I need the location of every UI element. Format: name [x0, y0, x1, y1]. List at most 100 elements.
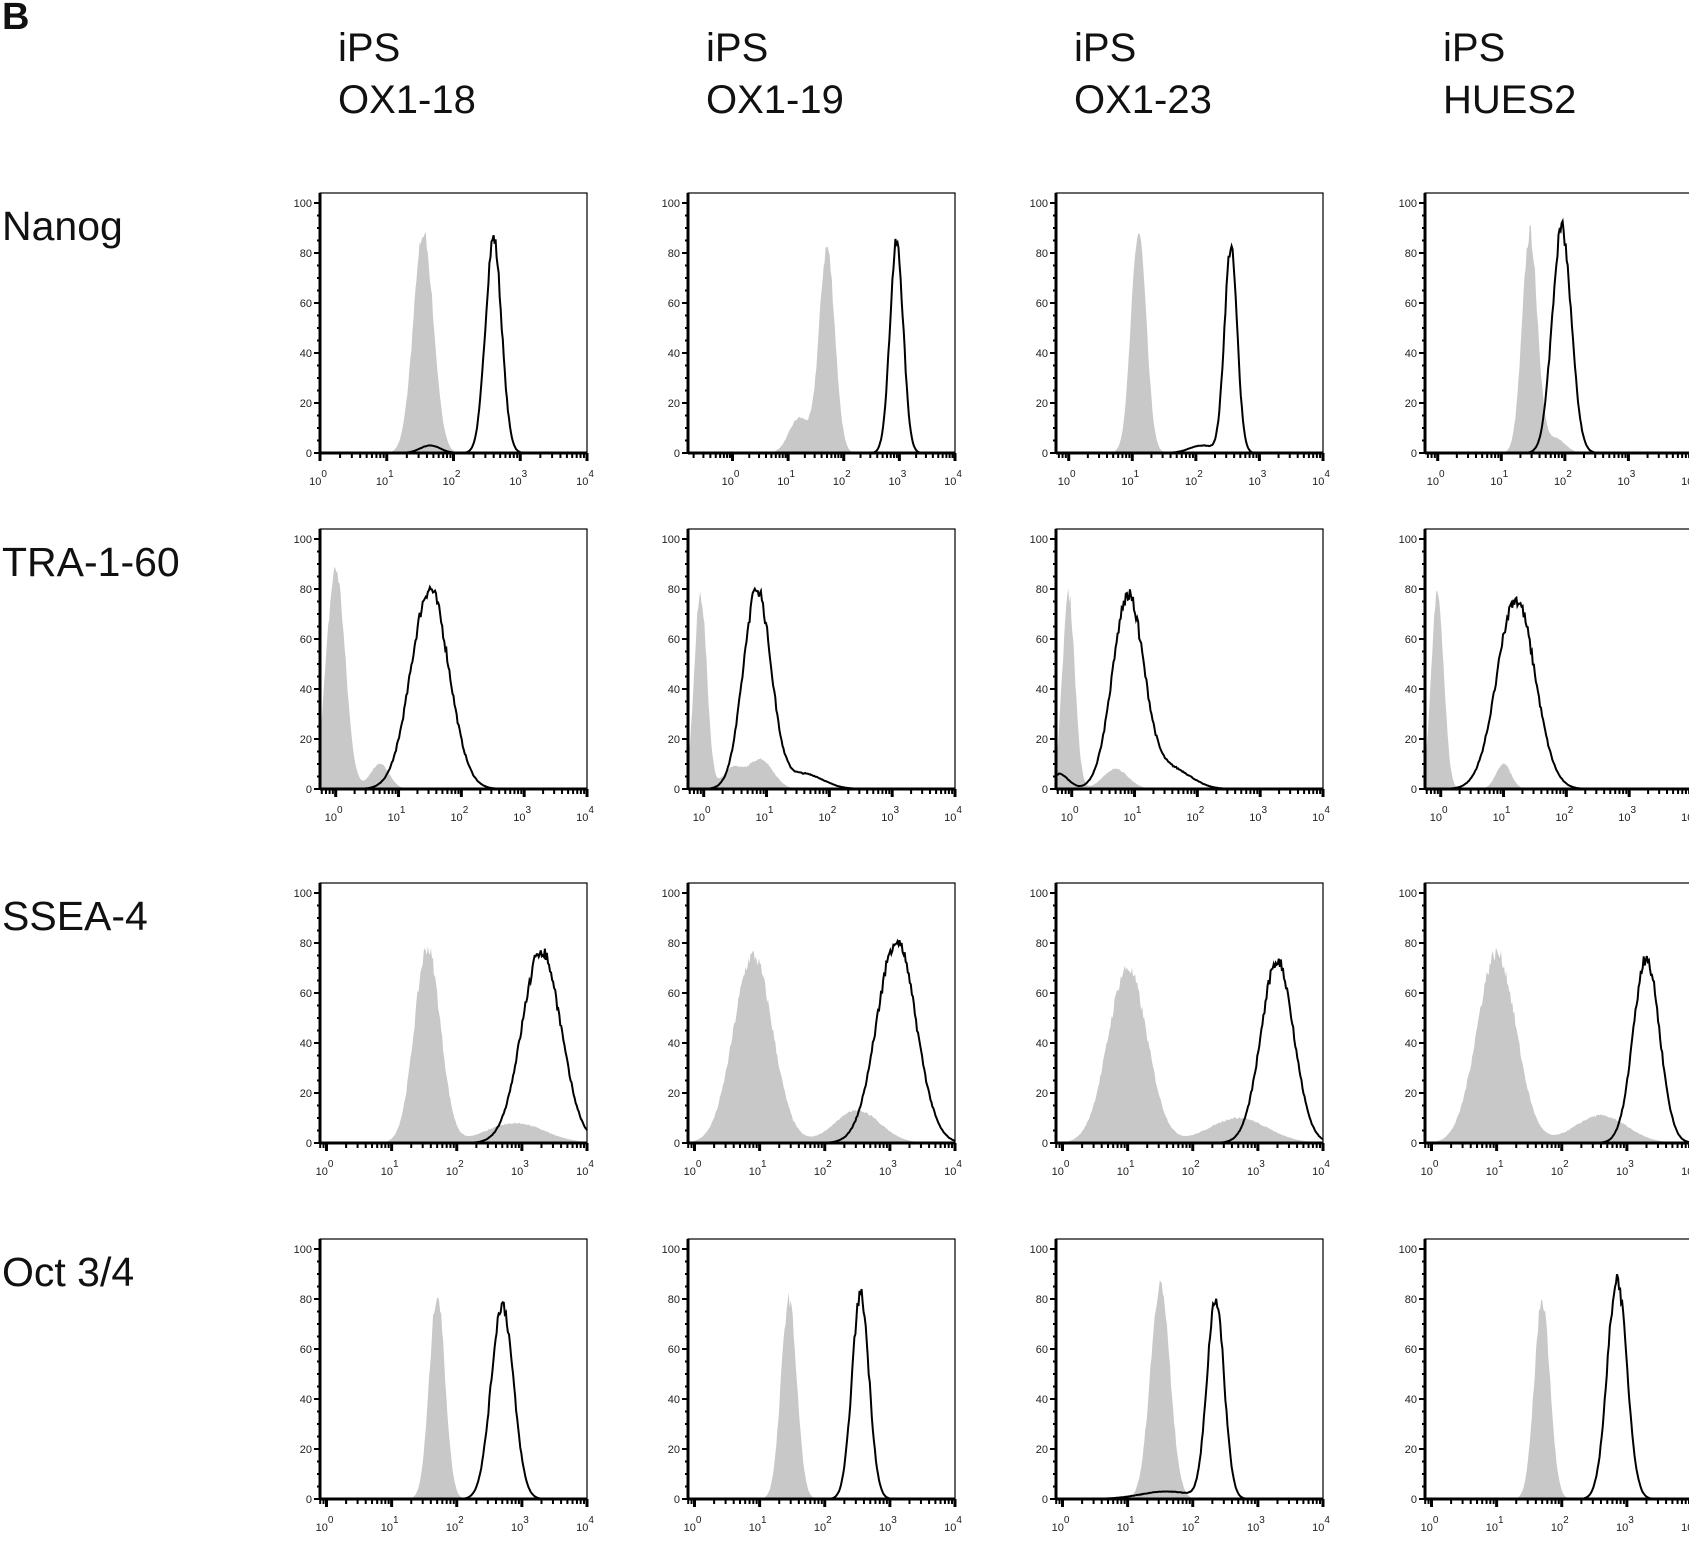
y-tick-label: 80	[668, 584, 680, 596]
y-tick-label: 80	[300, 938, 312, 950]
x-tick-label: 101	[376, 469, 394, 488]
y-tick-label: 100	[662, 1244, 680, 1256]
y-tick-label: 20	[300, 734, 312, 746]
histogram-panel: 0 20 40 60 80 100 100 101 102 103 104	[1030, 528, 1330, 824]
y-tick-label: 100	[662, 888, 680, 900]
column-header: iPS OX1-18	[338, 22, 476, 126]
x-tick-label: 104	[1312, 469, 1330, 488]
row-label-marker: Oct 3/4	[2, 1249, 135, 1295]
y-tick-label: 20	[300, 1444, 312, 1456]
x-tick-label: 101	[381, 1515, 399, 1534]
y-tick-label: 100	[1030, 534, 1048, 546]
x-tick-label: 101	[1486, 1515, 1504, 1534]
cell-line-name: HUES2	[1443, 78, 1577, 122]
x-tick-label: 101	[1121, 469, 1139, 488]
isotype-histogram	[688, 951, 955, 1143]
plot-frame	[1055, 528, 1324, 790]
y-tick-label: 80	[668, 938, 680, 950]
histogram-panel: 0 20 40 60 80 100 100 101 102 103 104	[1399, 528, 1689, 824]
x-tick-label: 100	[1421, 1159, 1439, 1178]
plot-frame	[319, 528, 588, 790]
y-tick-label: 0	[674, 1138, 680, 1150]
x-tick-label: 104	[944, 1159, 962, 1178]
y-tick-label: 20	[1036, 1088, 1048, 1100]
y-tick-label: 20	[300, 1088, 312, 1100]
y-tick-label: 80	[1036, 584, 1048, 596]
x-tick-label: 104	[1681, 805, 1689, 824]
x-tick-label: 101	[381, 1159, 399, 1178]
x-tick-label: 103	[1249, 805, 1267, 824]
column-header: iPS OX1-19	[706, 22, 844, 126]
x-tick-label: 104	[1681, 1159, 1689, 1178]
plot-frame	[687, 1238, 956, 1500]
plot-frame	[1424, 1238, 1689, 1500]
x-tick-label: 103	[888, 469, 906, 488]
y-tick-label: 0	[674, 784, 680, 796]
stained-histogram	[1425, 595, 1689, 790]
x-tick-label: 101	[1490, 469, 1508, 488]
y-tick-label: 0	[1411, 784, 1417, 796]
y-tick-label: 40	[1036, 1038, 1048, 1050]
y-tick-label: 60	[668, 988, 680, 1000]
isotype-histogram	[1425, 1299, 1689, 1499]
isotype-histogram	[320, 232, 587, 453]
x-tick-label: 103	[511, 1159, 529, 1178]
y-tick-label: 40	[300, 684, 312, 696]
stained-histogram	[1056, 589, 1323, 790]
cell-type-label: iPS	[1074, 26, 1137, 70]
isotype-histogram	[320, 566, 587, 789]
y-tick-label: 60	[1405, 1344, 1417, 1356]
x-tick-label: 103	[879, 1159, 897, 1178]
y-tick-label: 60	[1405, 298, 1417, 310]
isotype-histogram	[1425, 947, 1689, 1143]
x-tick-label: 103	[881, 805, 899, 824]
column-header: iPS HUES2	[1443, 22, 1576, 126]
y-tick-label: 20	[668, 1444, 680, 1456]
y-tick-label: 80	[1405, 248, 1417, 260]
y-tick-label: 0	[674, 1494, 680, 1506]
y-tick-label: 100	[294, 1244, 312, 1256]
histogram-panel: 0 20 40 60 80 100 100 101 102 103 104	[1399, 192, 1689, 488]
y-tick-label: 60	[300, 988, 312, 1000]
x-tick-label: 102	[1186, 805, 1204, 824]
y-tick-label: 100	[1399, 888, 1417, 900]
stained-histogram	[1425, 217, 1689, 454]
plot-frame	[1055, 192, 1324, 454]
x-tick-label: 101	[1117, 1515, 1135, 1534]
y-tick-label: 20	[1405, 1088, 1417, 1100]
x-tick-label: 100	[684, 1159, 702, 1178]
y-tick-label: 100	[1399, 198, 1417, 210]
x-tick-label: 102	[818, 805, 836, 824]
x-tick-label: 100	[325, 805, 343, 824]
isotype-histogram	[1056, 1281, 1323, 1499]
y-tick-label: 40	[1405, 684, 1417, 696]
y-tick-label: 0	[306, 1138, 312, 1150]
x-tick-label: 102	[446, 1515, 464, 1534]
y-tick-label: 80	[300, 248, 312, 260]
x-tick-label: 103	[1247, 1159, 1265, 1178]
x-tick-label: 102	[814, 1159, 832, 1178]
x-tick-label: 104	[576, 1515, 594, 1534]
y-tick-label: 60	[1036, 1344, 1048, 1356]
y-tick-label: 0	[1411, 448, 1417, 460]
y-tick-label: 100	[1030, 888, 1048, 900]
isotype-histogram	[1425, 590, 1689, 789]
histogram-panel: 0 20 40 60 80 100 100 101 102 103 104	[294, 528, 594, 824]
x-tick-label: 100	[316, 1515, 334, 1534]
y-tick-label: 60	[668, 1344, 680, 1356]
row-label-marker: TRA-1-60	[2, 539, 180, 585]
plot-frame	[1424, 528, 1689, 790]
isotype-histogram	[1056, 588, 1323, 789]
x-tick-label: 102	[1555, 805, 1573, 824]
y-tick-label: 100	[662, 198, 680, 210]
y-tick-label: 60	[1405, 988, 1417, 1000]
plot-frame	[319, 882, 588, 1144]
histogram-panel: 0 20 40 60 80 100 100 101 102 103 104	[1399, 1238, 1689, 1534]
x-tick-label: 102	[1182, 1515, 1200, 1534]
y-tick-label: 40	[668, 348, 680, 360]
x-tick-label: 102	[1185, 469, 1203, 488]
x-tick-label: 104	[1681, 469, 1689, 488]
isotype-histogram	[1056, 965, 1323, 1143]
x-tick-label: 102	[1554, 469, 1572, 488]
y-tick-label: 40	[300, 1038, 312, 1050]
